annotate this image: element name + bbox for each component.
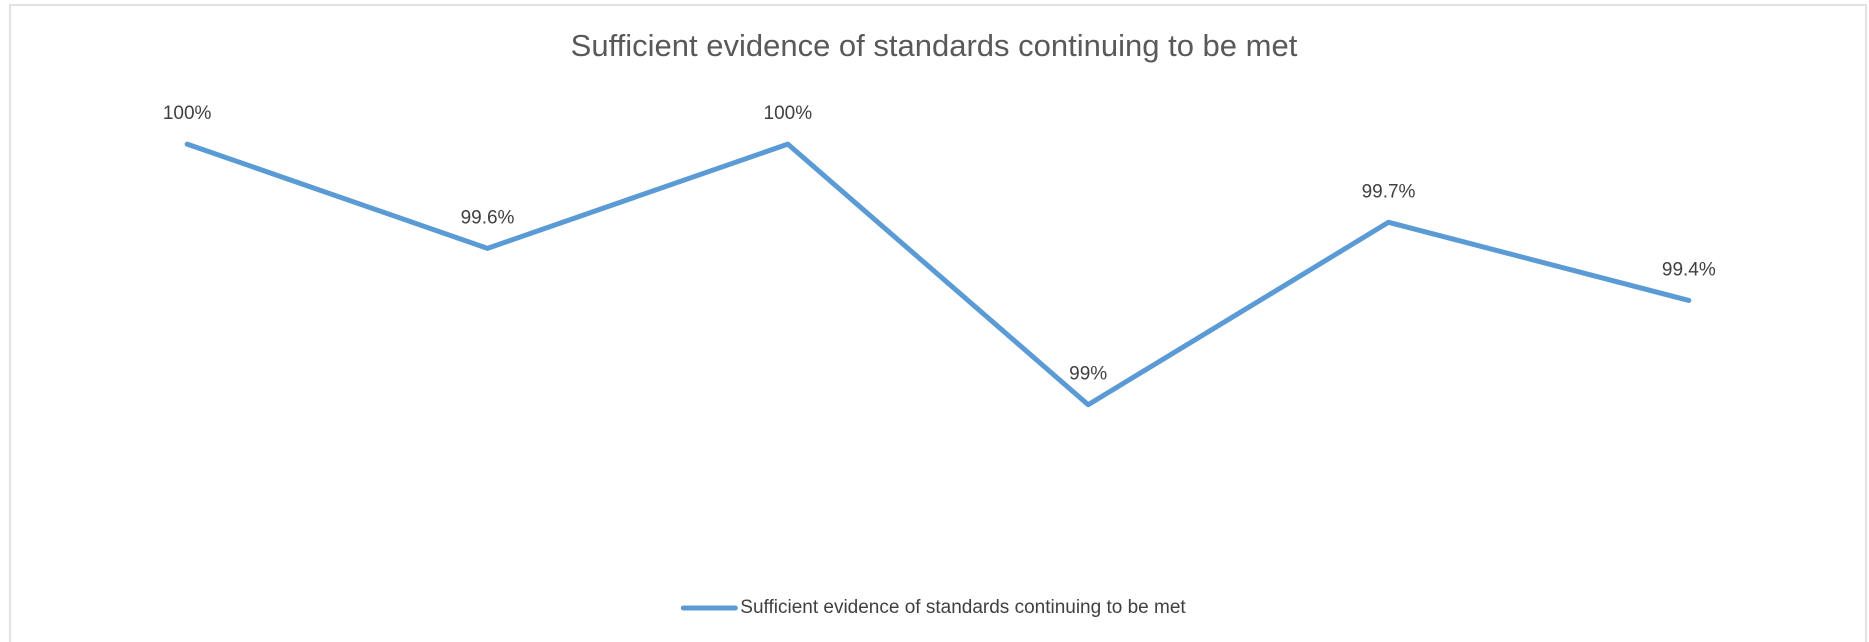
legend-label: Sufficient evidence of standards continu… — [740, 597, 1186, 618]
data-label: 99.4% — [1662, 259, 1716, 280]
data-label: 99.7% — [1362, 181, 1416, 202]
data-label: 99% — [1069, 364, 1107, 385]
data-label: 100% — [764, 103, 813, 124]
chart-title: Sufficient evidence of standards continu… — [571, 28, 1298, 63]
data-label: 100% — [163, 103, 212, 124]
data-label: 99.6% — [461, 207, 515, 228]
data-line — [184, 141, 1692, 408]
chart-frame — [9, 4, 1867, 642]
